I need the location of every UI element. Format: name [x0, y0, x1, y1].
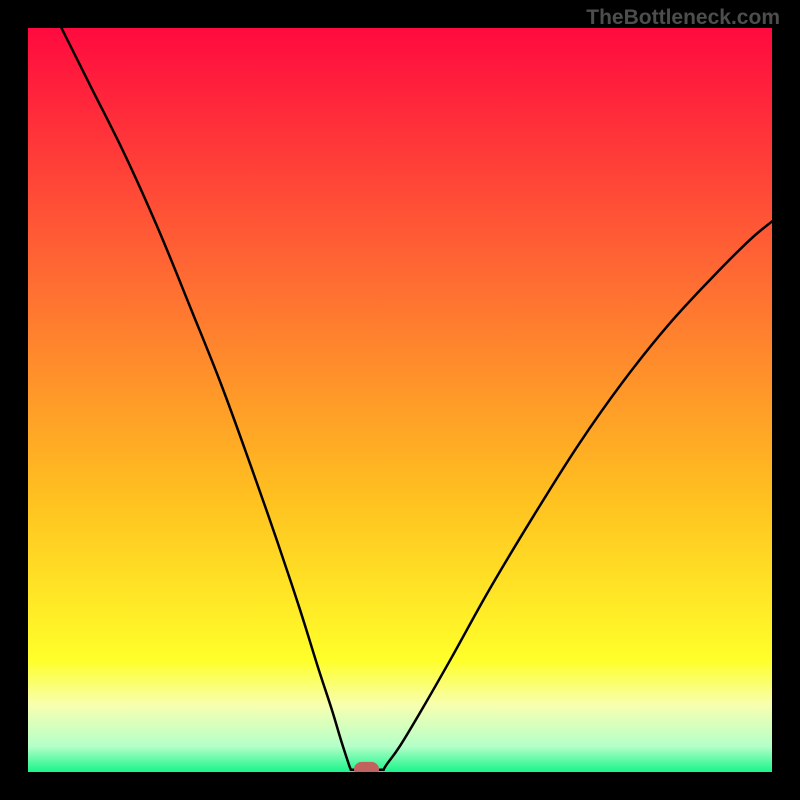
plot-area: [28, 28, 772, 772]
curve-left: [61, 28, 350, 770]
curve-layer: [28, 28, 772, 772]
curve-right: [384, 221, 772, 769]
bottleneck-marker: [355, 762, 379, 772]
chart-frame: TheBottleneck.com: [0, 0, 800, 800]
watermark-text: TheBottleneck.com: [586, 6, 780, 30]
